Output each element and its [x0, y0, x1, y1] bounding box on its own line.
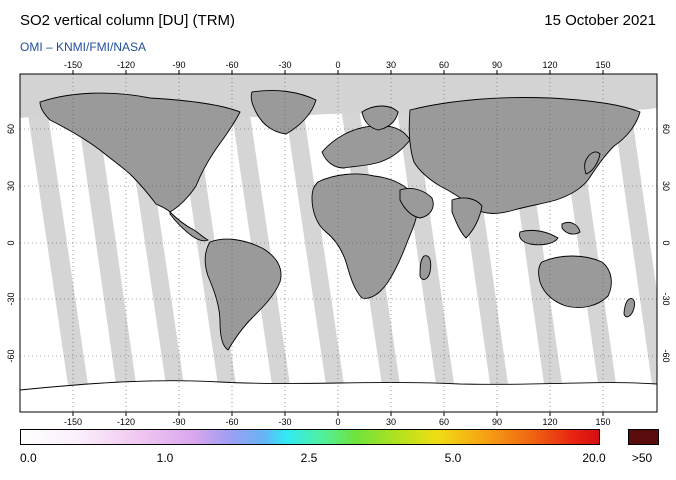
australia	[538, 255, 612, 308]
lon-tick-label: 0	[335, 417, 340, 427]
lon-tick-label: -30	[278, 60, 291, 70]
colorbar-overflow-label: >50	[631, 451, 653, 465]
central-america	[169, 210, 210, 242]
lat-tick-label: 0	[6, 240, 16, 245]
lon-tick-label: 0	[335, 60, 340, 70]
lon-tick-label: -120	[117, 60, 135, 70]
japan	[584, 151, 601, 175]
lon-tick-label: -120	[117, 417, 135, 427]
lon-tick-label: 30	[386, 417, 396, 427]
new-zealand	[623, 297, 635, 318]
scandinavia	[361, 105, 399, 131]
south-america	[204, 238, 282, 351]
map-title: SO2 vertical column [DU] (TRM)	[20, 12, 236, 29]
lon-tick-label: 150	[595, 60, 610, 70]
asia	[408, 97, 641, 214]
lon-tick-label: 120	[542, 60, 557, 70]
lon-tick-label: -150	[64, 60, 82, 70]
antarctica	[20, 380, 657, 412]
lat-tick-label: 30	[6, 181, 16, 191]
lon-tick-label: -60	[225, 417, 238, 427]
lat-tick-label: -30	[661, 292, 671, 305]
lat-tick-label: -60	[6, 349, 16, 362]
lon-tick-label: -60	[225, 60, 238, 70]
lon-tick-label: 60	[439, 60, 449, 70]
lat-tick-label: -60	[661, 349, 671, 362]
lon-tick-label: 90	[492, 417, 502, 427]
lon-tick-label: 30	[386, 60, 396, 70]
tick-marks	[72, 70, 604, 416]
colorbar-label: 1.0	[156, 451, 174, 465]
colorbar	[20, 429, 600, 445]
lon-tick-label: 60	[439, 417, 449, 427]
india	[451, 197, 483, 239]
lon-labels-top: -150 -120 -90 -60 -30 0 30 60 90 120 150	[64, 60, 611, 70]
indonesia	[519, 229, 559, 246]
lon-tick-label: 90	[492, 60, 502, 70]
lat-tick-label: 30	[661, 181, 671, 191]
lon-tick-label: 150	[595, 417, 610, 427]
lon-tick-label: -90	[172, 417, 185, 427]
africa	[311, 173, 418, 299]
land	[20, 90, 657, 412]
lat-labels-left: 60 30 0 -30 -60	[6, 124, 16, 363]
lon-tick-label: 120	[542, 417, 557, 427]
lat-tick-label: 0	[661, 240, 671, 245]
europe	[321, 125, 411, 169]
new-guinea	[561, 221, 581, 235]
colorbar-label: 5.0	[444, 451, 462, 465]
lon-tick-label: -30	[278, 417, 291, 427]
map-date: 15 October 2021	[544, 12, 656, 29]
colorbar-label: 20.0	[582, 451, 606, 465]
madagascar	[419, 255, 432, 280]
arabia	[399, 187, 434, 219]
lat-labels-right: 60 30 0 -30 -60	[661, 124, 671, 363]
north-america	[39, 92, 241, 213]
lon-labels-bottom: -150 -120 -90 -60 -30 0 30 60 90 120 150	[64, 417, 611, 427]
data-credit: OMI – KNMI/FMI/NASA	[20, 40, 147, 54]
lon-tick-label: -150	[64, 417, 82, 427]
lat-tick-label: 60	[6, 124, 16, 134]
graticule	[20, 74, 657, 412]
colorbar-label: 2.5	[300, 451, 318, 465]
colorbar-overflow-swatch	[628, 429, 659, 445]
lat-tick-label: -30	[6, 292, 16, 305]
colorbar-label: 0.0	[20, 451, 37, 465]
greenland	[250, 90, 317, 135]
lon-tick-label: -90	[172, 60, 185, 70]
lat-tick-label: 60	[661, 124, 671, 134]
